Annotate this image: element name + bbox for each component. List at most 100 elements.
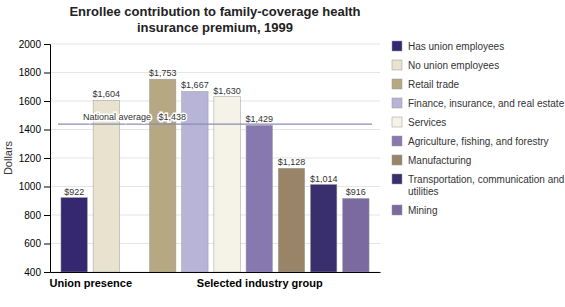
y-tick: 1200 bbox=[19, 153, 50, 164]
data-label: $1,604 bbox=[93, 89, 121, 99]
y-tick: 1600 bbox=[19, 96, 50, 107]
legend-swatch bbox=[392, 98, 402, 108]
bar bbox=[214, 97, 240, 272]
title-line: insurance premium, 1999 bbox=[137, 20, 293, 35]
bar bbox=[246, 125, 272, 272]
data-labels: $922 $1,604 $1,753 $1,667 $1,630 $1,429 $1,128… bbox=[64, 68, 366, 197]
y-axis-title: Dollars bbox=[2, 140, 14, 175]
data-label: $916 bbox=[346, 187, 366, 197]
legend-swatch bbox=[392, 136, 402, 146]
legend-label-line: Mining bbox=[408, 205, 437, 216]
legend-item: No union employees bbox=[392, 60, 499, 71]
grid-line bbox=[50, 72, 380, 73]
x-tick-label: Union presence bbox=[49, 277, 132, 289]
legend-label: Services bbox=[408, 117, 446, 128]
x-tick-label: Selected industry group bbox=[197, 277, 323, 289]
legend-label-line: Transportation, communication and bbox=[408, 174, 565, 185]
y-tick-mark bbox=[44, 187, 50, 188]
reference-label: National average $1,438 bbox=[83, 112, 186, 122]
y-tick: 600 bbox=[24, 238, 50, 249]
data-label: $1,429 bbox=[246, 114, 274, 124]
y-tick-mark bbox=[44, 272, 50, 273]
title-line: Enrollee contribution to family-coverage… bbox=[69, 4, 360, 19]
legend-label-line: Finance, insurance, and real estate bbox=[408, 98, 565, 109]
y-axis: 400 600 800 1000 1200 1400 1600 1800 2000 bbox=[19, 39, 51, 278]
legend-swatch bbox=[392, 41, 402, 51]
legend-swatch bbox=[392, 117, 402, 127]
y-tick-label: 1800 bbox=[19, 67, 42, 78]
reference-line bbox=[58, 123, 372, 124]
legend-label: Has union employees bbox=[408, 41, 504, 52]
x-tick: Union presence bbox=[49, 272, 132, 289]
legend-item: Has union employees bbox=[392, 41, 504, 52]
plot-marks bbox=[58, 79, 372, 272]
y-tick-mark bbox=[44, 101, 50, 102]
legend-item: Mining bbox=[392, 205, 437, 216]
legend-item: Retail trade bbox=[392, 79, 460, 90]
data-label: $1,753 bbox=[149, 68, 177, 78]
legend-label: Transportation, communication and utilit… bbox=[408, 174, 565, 197]
legend-label: No union employees bbox=[408, 60, 499, 71]
y-tick-mark bbox=[44, 130, 50, 131]
legend-label-line: utilities bbox=[408, 186, 439, 197]
legend-label-line: Has union employees bbox=[408, 41, 504, 52]
y-tick-label: 1000 bbox=[19, 181, 42, 192]
y-tick-mark bbox=[44, 215, 50, 216]
data-label: $1,630 bbox=[213, 86, 241, 96]
y-tick: 1000 bbox=[19, 181, 50, 192]
legend-label-line: No union employees bbox=[408, 60, 499, 71]
y-tick-mark bbox=[44, 73, 50, 74]
grid bbox=[50, 44, 380, 272]
bar bbox=[343, 198, 369, 272]
legend-swatch bbox=[392, 174, 402, 184]
legend-label-line: Retail trade bbox=[408, 79, 460, 90]
y-tick: 1800 bbox=[19, 67, 50, 78]
legend-swatch bbox=[392, 60, 402, 70]
legend-label: Finance, insurance, and real estate bbox=[408, 98, 565, 109]
y-tick-label: 1600 bbox=[19, 96, 42, 107]
y-tick-mark bbox=[44, 244, 50, 245]
legend-swatch bbox=[392, 79, 402, 89]
y-tick-label: 1200 bbox=[19, 153, 42, 164]
bar bbox=[310, 185, 336, 272]
y-tick: 2000 bbox=[19, 39, 50, 50]
bar bbox=[278, 168, 304, 272]
bar bbox=[149, 79, 175, 272]
legend: Has union employees No union employees Ret… bbox=[392, 41, 565, 216]
legend-item: Transportation, communication and utilit… bbox=[392, 174, 565, 197]
y-tick-mark bbox=[44, 158, 50, 159]
data-label: $1,014 bbox=[310, 174, 338, 184]
legend-label: Retail trade bbox=[408, 79, 460, 90]
chart-container: 400 600 800 1000 1200 1400 1600 1800 2000 Union p… bbox=[0, 0, 565, 307]
y-tick: 400 bbox=[24, 267, 50, 278]
legend-label: Manufacturing bbox=[408, 155, 471, 166]
data-label: $922 bbox=[64, 187, 84, 197]
legend-label-line: Manufacturing bbox=[408, 155, 471, 166]
data-label: $1,128 bbox=[278, 157, 306, 167]
y-tick-label: 800 bbox=[24, 210, 41, 221]
data-label: $1,667 bbox=[181, 80, 209, 90]
y-tick-label: 600 bbox=[24, 238, 41, 249]
bar bbox=[93, 100, 119, 272]
y-tick-mark bbox=[44, 44, 50, 45]
legend-swatch bbox=[392, 205, 402, 215]
y-tick-label: 2000 bbox=[19, 39, 42, 50]
legend-swatch bbox=[392, 155, 402, 165]
bar bbox=[61, 198, 87, 272]
legend-label-line: Services bbox=[408, 117, 446, 128]
legend-item: Manufacturing bbox=[392, 155, 471, 166]
legend-label-line: Agriculture, fishing, and forestry bbox=[408, 136, 549, 147]
x-axis-line bbox=[51, 272, 381, 273]
legend-item: Services bbox=[392, 117, 446, 128]
legend-item: Finance, insurance, and real estate bbox=[392, 98, 565, 109]
x-tick: Selected industry group bbox=[197, 272, 323, 289]
y-tick: 1400 bbox=[19, 124, 50, 135]
y-axis-line bbox=[44, 45, 51, 273]
y-tick-label: 400 bbox=[24, 267, 41, 278]
legend-item: Agriculture, fishing, and forestry bbox=[392, 136, 549, 147]
y-tick-label: 1400 bbox=[19, 124, 42, 135]
chart-svg: 400 600 800 1000 1200 1400 1600 1800 2000 Union p… bbox=[0, 0, 565, 307]
y-tick: 800 bbox=[24, 210, 50, 221]
legend-label: Agriculture, fishing, and forestry bbox=[408, 136, 549, 147]
grid-line bbox=[50, 44, 380, 45]
